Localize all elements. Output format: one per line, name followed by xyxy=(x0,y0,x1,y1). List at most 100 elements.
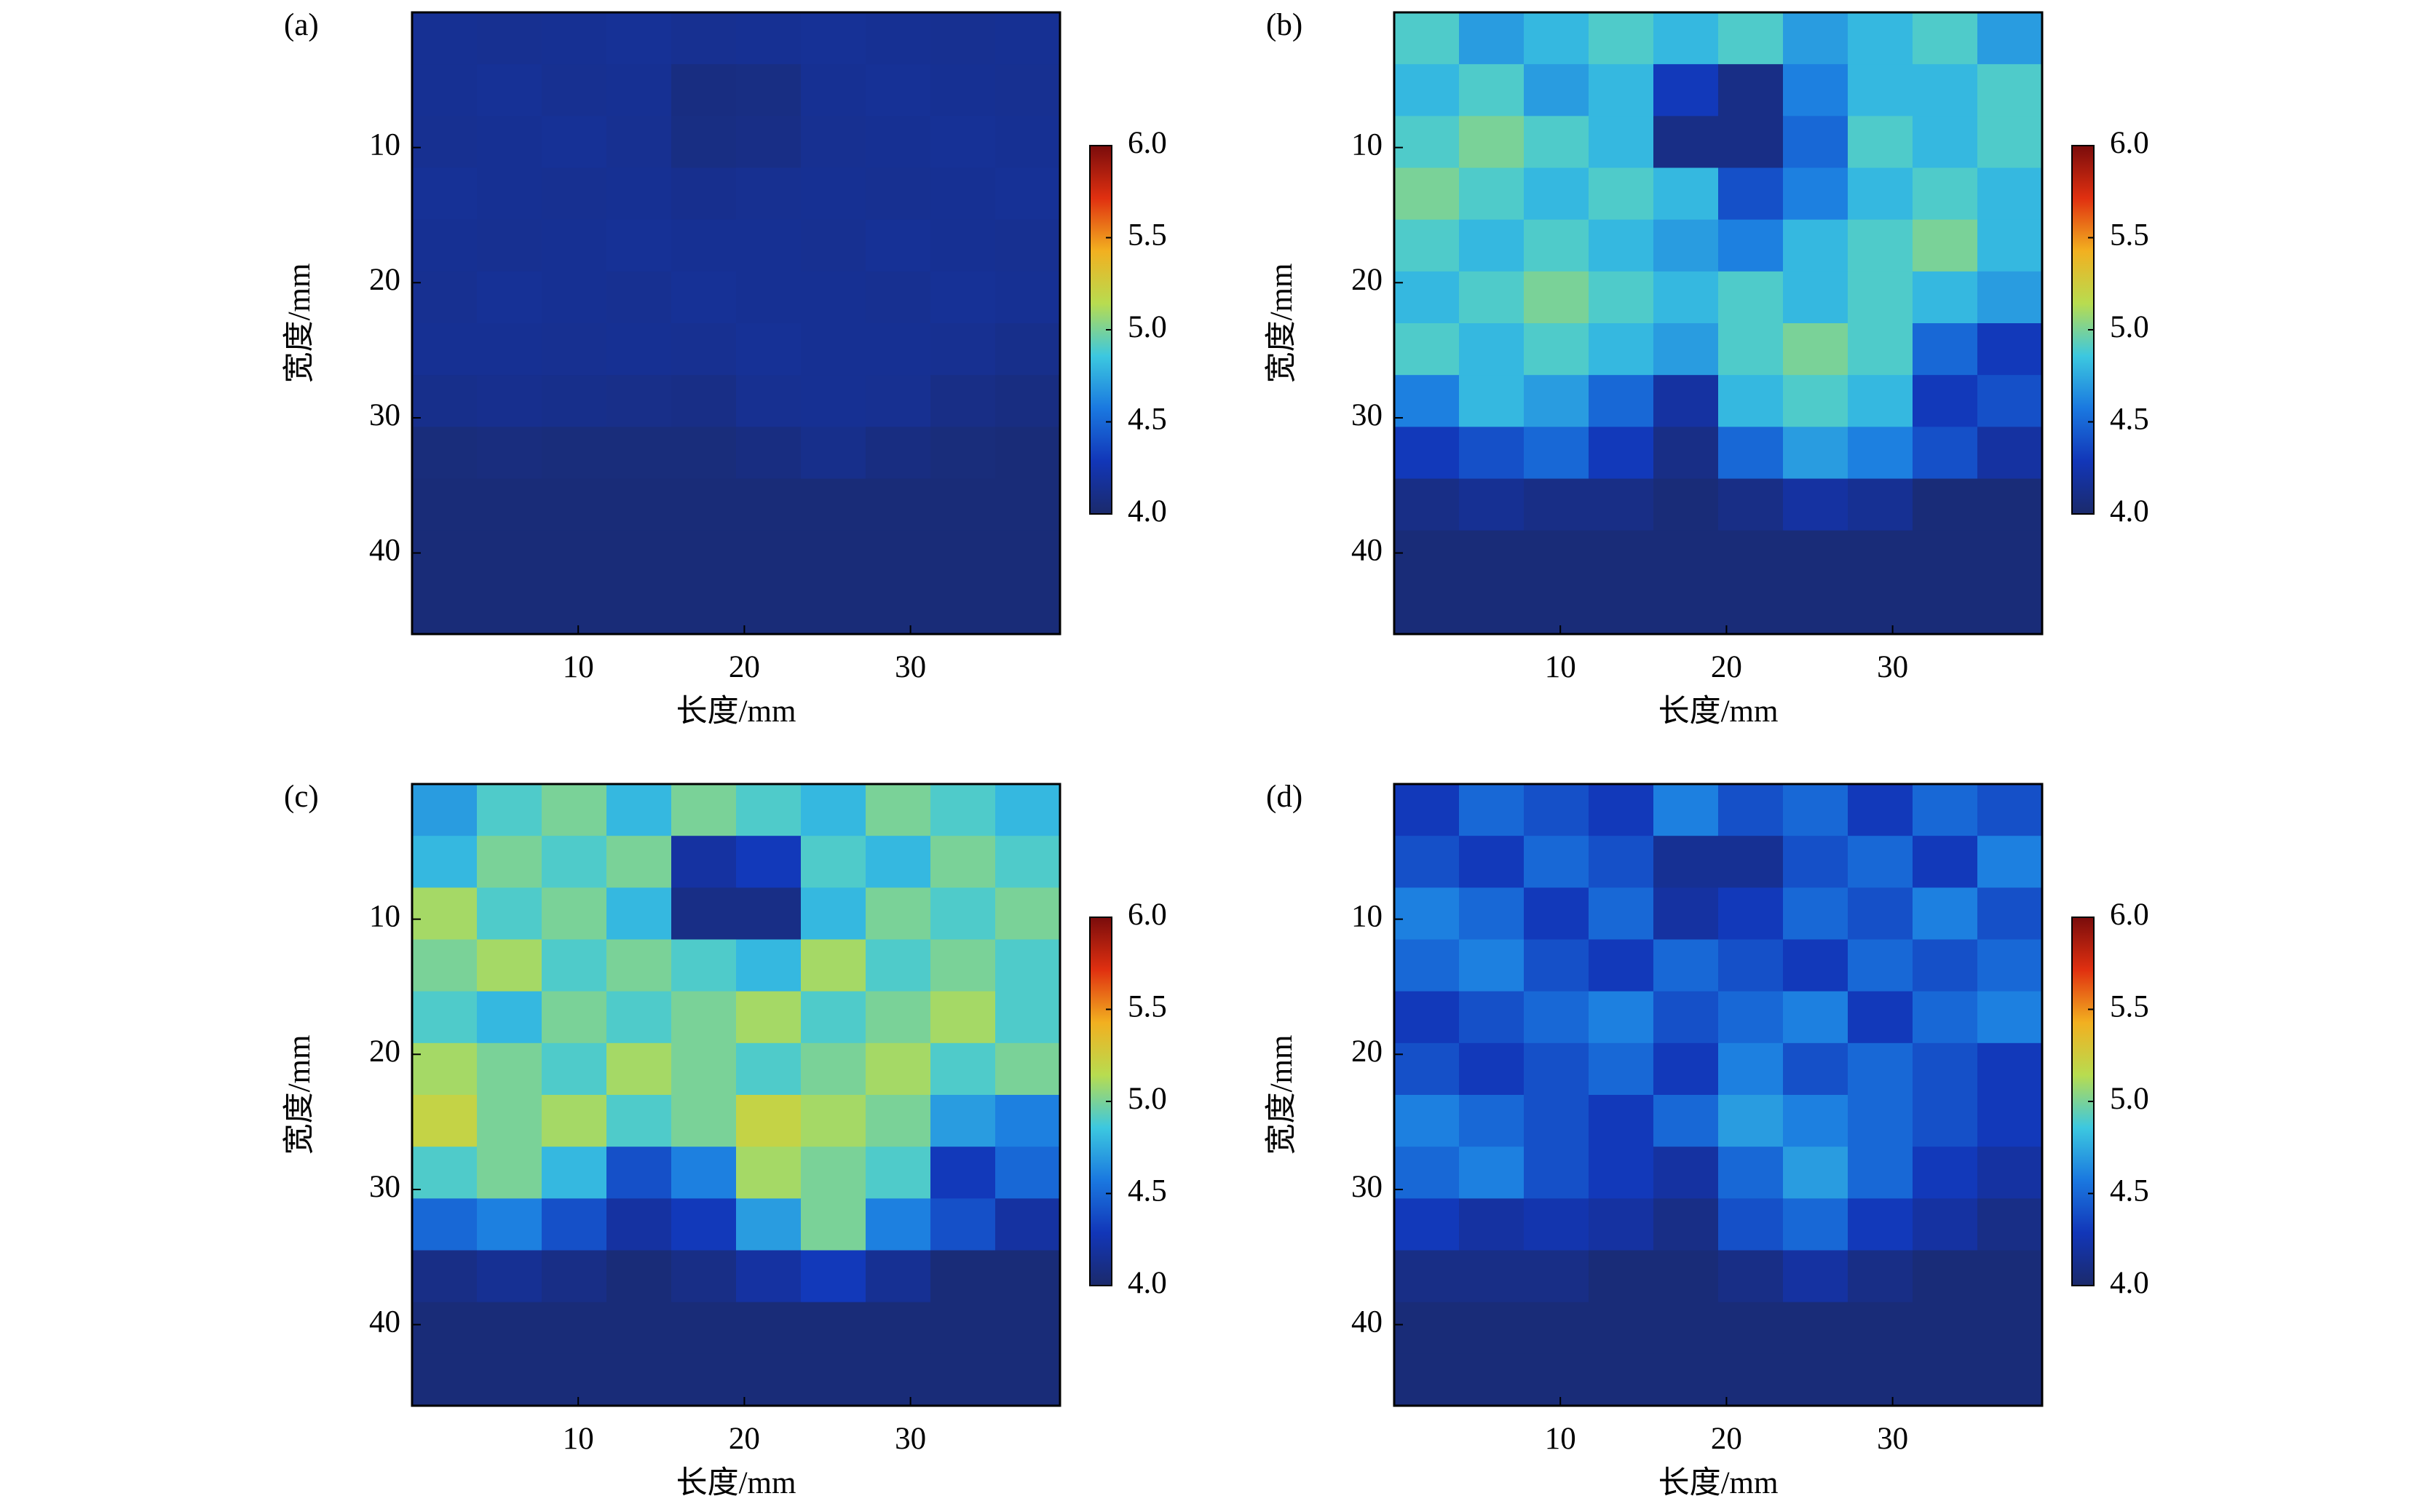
heatmap-cell xyxy=(1653,1353,1719,1406)
heatmap-cell xyxy=(866,939,931,992)
heatmap-cell xyxy=(477,271,542,324)
heatmap-cell xyxy=(736,323,802,376)
heatmap-cell xyxy=(1783,582,1848,635)
heatmap-cell xyxy=(606,478,672,531)
heatmap-cell xyxy=(1848,1042,1913,1096)
y-tick-label: 20 xyxy=(369,263,400,297)
heatmap-cell xyxy=(866,1302,931,1355)
heatmap-cell xyxy=(801,991,866,1044)
heatmap-cell xyxy=(1524,167,1589,221)
heatmap-cell xyxy=(1913,530,1978,583)
heatmap-cell xyxy=(1394,427,1460,480)
heatmap-cell xyxy=(542,271,607,324)
heatmap-cell xyxy=(606,375,672,427)
heatmap-cell xyxy=(801,1042,866,1096)
colorbar-tick-label: 4.5 xyxy=(2110,402,2149,436)
heatmap-cell xyxy=(930,1147,996,1199)
heatmap-cell xyxy=(1459,991,1525,1044)
heatmap-cell xyxy=(801,530,866,583)
heatmap-cell xyxy=(1913,478,1978,531)
heatmap-cell xyxy=(671,530,737,583)
heatmap-cell xyxy=(1718,478,1784,531)
heatmap-cell xyxy=(542,1147,607,1199)
heatmap-cell xyxy=(1718,12,1784,65)
heatmap-cell xyxy=(1783,939,1848,992)
heatmap-cell xyxy=(1783,1095,1848,1147)
heatmap-cell xyxy=(1718,167,1784,221)
heatmap-cell xyxy=(1783,375,1848,427)
heatmap-cell xyxy=(866,530,931,583)
heatmap-cell xyxy=(412,478,478,531)
colorbar-tick-label: 5.0 xyxy=(2110,1082,2149,1116)
heatmap-cell xyxy=(671,167,737,221)
heatmap-cell xyxy=(995,116,1061,169)
heatmap-cell xyxy=(412,116,478,169)
heatmap-cell xyxy=(1913,1302,1978,1355)
heatmap-cell xyxy=(1394,1095,1460,1147)
heatmap-cell xyxy=(1653,375,1719,427)
heatmap-cell xyxy=(1589,1042,1654,1096)
heatmap-cell xyxy=(1653,64,1719,116)
heatmap-cell xyxy=(1524,991,1589,1044)
y-tick-label: 40 xyxy=(369,533,400,567)
heatmap-cell xyxy=(477,323,542,376)
heatmap-cell xyxy=(671,1250,737,1303)
heatmap-cell xyxy=(801,1250,866,1303)
heatmap-cell xyxy=(736,116,802,169)
heatmap-cell xyxy=(930,1198,996,1251)
axes-frame xyxy=(411,11,1061,636)
heatmap-cell xyxy=(801,219,866,272)
heatmap-cell xyxy=(412,582,478,635)
colorbar-tick-label: 5.0 xyxy=(2110,310,2149,344)
y-tick-label: 30 xyxy=(1351,398,1383,432)
heatmap-cell xyxy=(477,1353,542,1406)
heatmap-cell xyxy=(1848,530,1913,583)
heatmap-cell xyxy=(1394,219,1460,272)
heatmap-cell xyxy=(801,582,866,635)
heatmap-cell xyxy=(1653,530,1719,583)
heatmap-cell xyxy=(1718,375,1784,427)
heatmap-cell xyxy=(801,64,866,116)
heatmap-cell xyxy=(1653,1250,1719,1303)
x-tick-label: 30 xyxy=(1877,650,1908,684)
heatmap-cell xyxy=(412,784,478,836)
heatmap-cell xyxy=(1913,375,1978,427)
heatmap-cell xyxy=(1394,64,1460,116)
heatmap-cell xyxy=(1524,427,1589,480)
heatmap-cell xyxy=(801,12,866,65)
heatmap-cell xyxy=(1977,167,2043,221)
heatmap-cell xyxy=(736,784,802,836)
heatmap-cell xyxy=(542,12,607,65)
heatmap-cell xyxy=(1977,12,2043,65)
heatmap-cell xyxy=(1589,784,1654,836)
heatmap-cell xyxy=(412,271,478,324)
heatmap-cell xyxy=(1848,167,1913,221)
heatmap-cell xyxy=(542,1302,607,1355)
heatmap-cell xyxy=(671,1095,737,1147)
heatmap-cell xyxy=(1783,167,1848,221)
heatmap-cell xyxy=(1718,784,1784,836)
heatmap-cell xyxy=(1589,375,1654,427)
heatmap-cell xyxy=(1848,219,1913,272)
heatmap-cell xyxy=(1848,1302,1913,1355)
heatmap-cell xyxy=(736,1302,802,1355)
heatmap-cell xyxy=(1459,1353,1525,1406)
heatmap-cell xyxy=(1394,991,1460,1044)
heatmap-cell xyxy=(930,478,996,531)
heatmap-cell xyxy=(671,836,737,888)
heatmap-cell xyxy=(930,1302,996,1355)
heatmap-cell xyxy=(866,1198,931,1251)
heatmap-cell xyxy=(606,64,672,116)
heatmap-cell xyxy=(412,64,478,116)
heatmap-cell xyxy=(736,219,802,272)
heatmap-cell xyxy=(1718,939,1784,992)
heatmap-cell xyxy=(1848,1198,1913,1251)
heatmap-cell xyxy=(477,1302,542,1355)
heatmap-cell xyxy=(995,167,1061,221)
heatmap-cell xyxy=(1524,1250,1589,1303)
heatmap-cell xyxy=(1653,323,1719,376)
heatmap-cell xyxy=(736,836,802,888)
heatmap-cell xyxy=(930,939,996,992)
x-tick-label: 30 xyxy=(895,1422,926,1456)
